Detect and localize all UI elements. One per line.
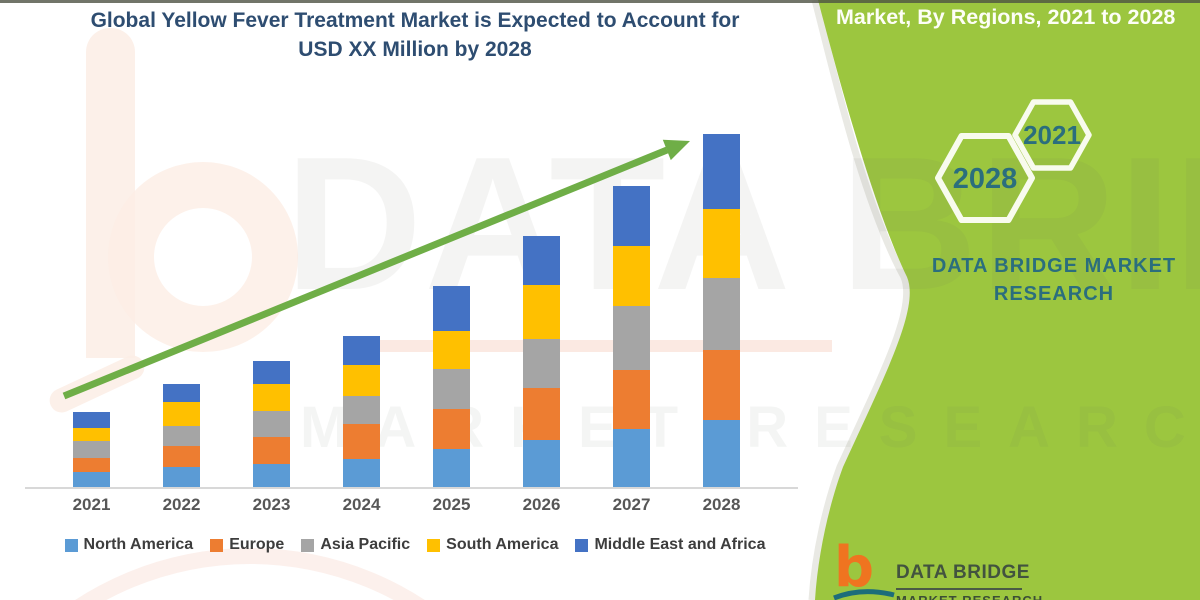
bar-segment-2027-europe bbox=[613, 370, 650, 429]
stacked-bar-plot-area: 2021 2022 2023 2024 2025 2026 2027 2028 bbox=[72, 134, 741, 514]
panel-brand-text: DATA BRIDGE MARKET RESEARCH bbox=[931, 255, 1177, 305]
logo-brand-underline bbox=[896, 588, 1022, 590]
bar-segment-2028-north-america bbox=[703, 420, 740, 487]
bar-segment-2027-south-america bbox=[613, 246, 650, 306]
top-border-strip bbox=[0, 0, 1200, 3]
x-axis-tick-2021: 2021 bbox=[72, 495, 111, 514]
green-side-panel bbox=[808, 0, 1200, 600]
bar-segment-2021-asia-pacific bbox=[73, 441, 110, 458]
panel-heading: Market, By Regions, 2021 to 2028 bbox=[836, 5, 1176, 29]
legend-item-north-america: North America bbox=[64, 536, 194, 554]
bar-segment-2022-middle-east-and-africa bbox=[163, 384, 200, 402]
chart-legend: North America Europe Asia Pacific South Ame… bbox=[0, 536, 830, 554]
bar-segment-2022-south-america bbox=[163, 402, 200, 426]
x-axis-tick-2025: 2025 bbox=[432, 495, 471, 514]
legend-swatch-icon bbox=[301, 538, 315, 552]
bar-segment-2023-asia-pacific bbox=[253, 411, 290, 437]
logo-brand-name: DATA BRIDGE bbox=[896, 562, 1030, 583]
chart-title-line2: USD XX Million by 2028 bbox=[298, 38, 532, 61]
panel-edge-shadow bbox=[808, 0, 911, 600]
legend-label: Middle East and Africa bbox=[594, 536, 766, 553]
legend-label: Europe bbox=[229, 536, 285, 553]
bar-segment-2026-north-america bbox=[523, 440, 560, 487]
legend-swatch-icon bbox=[64, 538, 78, 552]
bar-segment-2026-middle-east-and-africa bbox=[523, 236, 560, 285]
bar-segment-2027-north-america bbox=[613, 429, 650, 487]
bar-segment-2023-north-america bbox=[253, 464, 290, 487]
bar-segment-2024-middle-east-and-africa bbox=[343, 336, 380, 365]
bar-segment-2021-middle-east-and-africa bbox=[73, 412, 110, 428]
bar-segment-2022-north-america bbox=[163, 467, 200, 487]
bar-segment-2024-europe bbox=[343, 424, 380, 459]
legend-label: Asia Pacific bbox=[320, 536, 411, 553]
bar-segment-2028-middle-east-and-africa bbox=[703, 134, 740, 209]
legend-item-asia-pacific: Asia Pacific bbox=[301, 536, 410, 554]
x-axis-tick-2024: 2024 bbox=[342, 495, 381, 514]
panel-green-shape bbox=[815, 0, 1200, 600]
bar-segment-2025-asia-pacific bbox=[433, 369, 470, 409]
x-axis-tick-2023: 2023 bbox=[252, 495, 291, 514]
bar-segment-2021-south-america bbox=[73, 428, 110, 441]
bar-segment-2026-europe bbox=[523, 388, 560, 440]
bar-segment-2025-middle-east-and-africa bbox=[433, 286, 470, 331]
legend-swatch-icon bbox=[210, 538, 224, 552]
hexagon-2021 bbox=[1012, 99, 1092, 171]
bar-segment-2028-south-america bbox=[703, 209, 740, 278]
bar-segment-2022-europe bbox=[163, 446, 200, 467]
logo-swoosh-icon bbox=[833, 589, 895, 600]
bar-segment-2023-europe bbox=[253, 437, 290, 464]
chart-title-line1: Global Yellow Fever Treatment Market is … bbox=[90, 9, 740, 32]
legend-label: North America bbox=[83, 536, 194, 553]
legend-item-south-america: South America bbox=[427, 536, 558, 554]
legend-item-europe: Europe bbox=[210, 536, 284, 554]
hexagon-2021-label: 2021 bbox=[1023, 120, 1081, 150]
bar-segment-2025-europe bbox=[433, 409, 470, 449]
bar-segment-2024-north-america bbox=[343, 459, 380, 487]
bar-segment-2025-north-america bbox=[433, 449, 470, 487]
legend-swatch-icon bbox=[575, 538, 589, 552]
bar-segment-2028-europe bbox=[703, 350, 740, 420]
bar-segment-2024-asia-pacific bbox=[343, 396, 380, 424]
logo-brand-line2-clipped: MARKET RESEARCH bbox=[896, 593, 1056, 600]
x-axis-line bbox=[25, 487, 798, 489]
legend-item-middle-east-and-africa: Middle East and Africa bbox=[575, 536, 765, 554]
bar-segment-2026-south-america bbox=[523, 285, 560, 339]
bar-segment-2027-asia-pacific bbox=[613, 306, 650, 370]
hexagon-2028 bbox=[935, 133, 1035, 223]
bar-segment-2025-south-america bbox=[433, 331, 470, 369]
bar-segment-2026-asia-pacific bbox=[523, 339, 560, 388]
bar-segment-2027-middle-east-and-africa bbox=[613, 186, 650, 246]
legend-swatch-icon bbox=[427, 538, 441, 552]
x-axis-tick-2028: 2028 bbox=[702, 495, 741, 514]
bar-segment-2024-south-america bbox=[343, 365, 380, 396]
bar-segment-2023-middle-east-and-africa bbox=[253, 361, 290, 384]
x-axis-tick-2027: 2027 bbox=[612, 495, 651, 514]
hexagon-badges: 2028 2021 bbox=[935, 99, 1092, 223]
x-axis-tick-2022: 2022 bbox=[162, 495, 201, 514]
bar-segment-2023-south-america bbox=[253, 384, 290, 411]
bar-segment-2028-asia-pacific bbox=[703, 278, 740, 350]
legend-label: South America bbox=[446, 536, 559, 553]
bar-segment-2021-europe bbox=[73, 458, 110, 472]
hexagon-2028-label: 2028 bbox=[953, 163, 1018, 195]
bar-segment-2022-asia-pacific bbox=[163, 426, 200, 446]
bar-segment-2021-north-america bbox=[73, 472, 110, 487]
logo-b-icon: b bbox=[834, 535, 875, 600]
x-axis-tick-2026: 2026 bbox=[522, 495, 561, 514]
